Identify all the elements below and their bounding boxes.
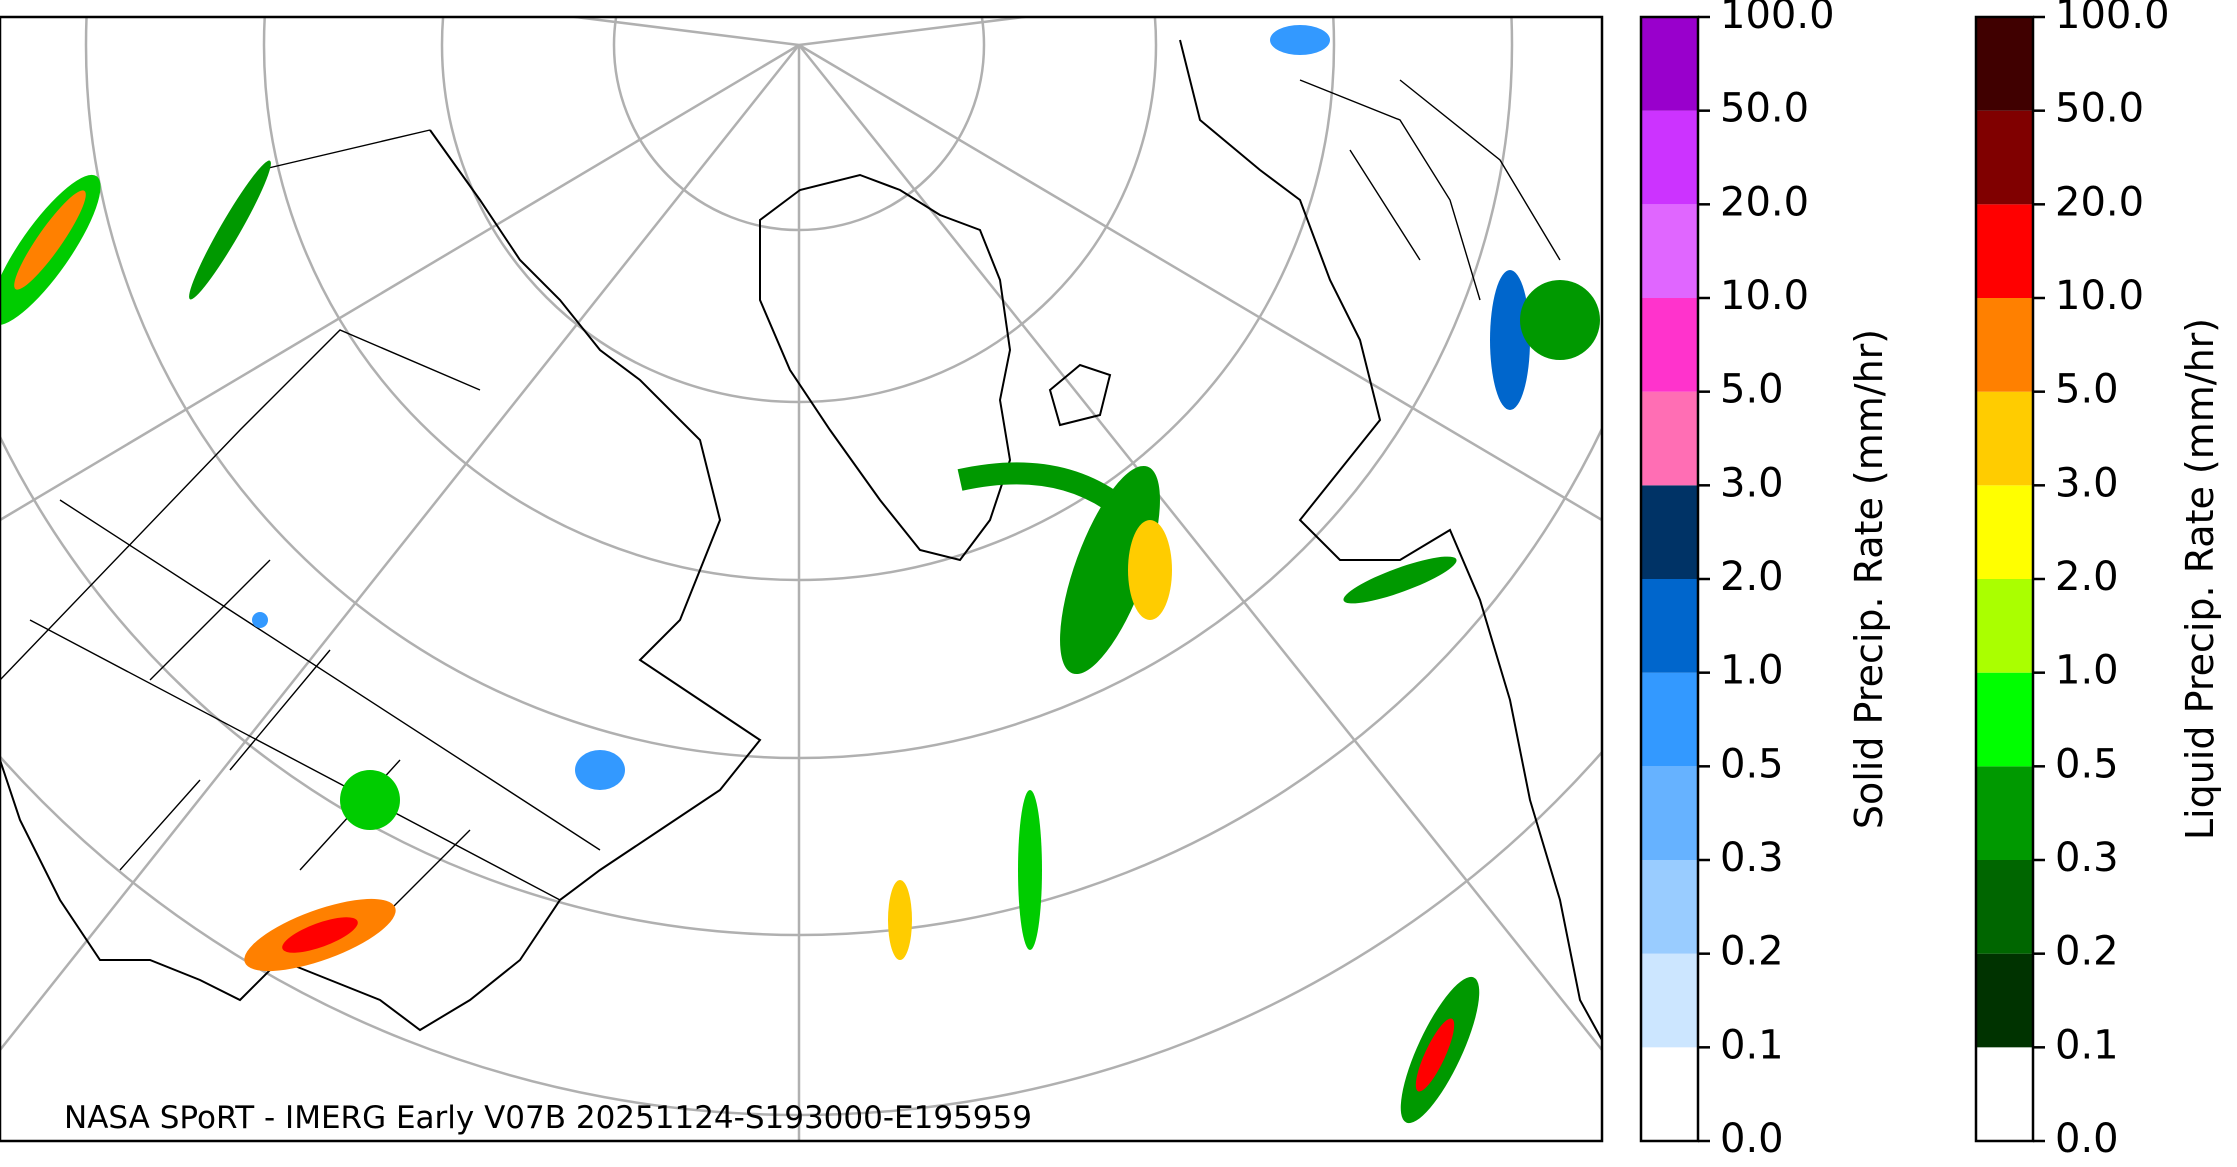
tick-label: 2.0 [2055, 554, 2119, 600]
color-segment [1641, 672, 1698, 767]
color-segment [1641, 17, 1698, 111]
color-segment [1976, 766, 2033, 860]
tick-label: 0.3 [2055, 835, 2119, 881]
tick-label: 1.0 [1720, 648, 1784, 694]
tick-label: 0.3 [1720, 835, 1784, 881]
graticule [0, 17, 1602, 1141]
precipitation [0, 25, 1600, 1124]
color-segment [1976, 672, 2033, 767]
tick-label: 20.0 [1720, 179, 1809, 225]
color-segment [1976, 579, 2033, 673]
colorbar-label: Liquid Precip. Rate (mm/hr) [2178, 318, 2222, 840]
tick-label: 3.0 [2055, 460, 2119, 506]
color-segment [1641, 766, 1698, 860]
tick-label: 100.0 [1720, 0, 1835, 38]
tick-label: 100.0 [2055, 0, 2170, 38]
map [0, 17, 1602, 1141]
colorbar-label: Solid Precip. Rate (mm/hr) [1847, 329, 1891, 829]
tick-label: 20.0 [2055, 179, 2144, 225]
color-segment [1641, 204, 1698, 298]
color-segment [1641, 953, 1698, 1048]
color-segment [1976, 204, 2033, 298]
tick-label: 0.5 [1720, 741, 1784, 787]
tick-label: 2.0 [1720, 554, 1784, 600]
tick-label: 0.5 [2055, 741, 2119, 787]
color-segment [1641, 579, 1698, 673]
color-segment [1976, 110, 2033, 205]
color-segment [1641, 860, 1698, 954]
tick-label: 50.0 [2055, 86, 2144, 132]
tick-label: 50.0 [1720, 86, 1809, 132]
tick-label: 0.2 [1720, 929, 1784, 975]
tick-label: 10.0 [1720, 273, 1809, 319]
color-segment [1641, 485, 1698, 579]
color-segment [1976, 391, 2033, 486]
tick-label: 0.0 [2055, 1116, 2119, 1162]
color-segment [1976, 953, 2033, 1048]
color-segment [1976, 485, 2033, 579]
tick-label: 0.1 [2055, 1022, 2119, 1068]
map-caption: NASA SPoRT - IMERG Early V07B 20251124-S… [64, 1100, 1032, 1136]
tick-label: 1.0 [2055, 648, 2119, 694]
tick-label: 10.0 [2055, 273, 2144, 319]
map-frame [0, 15, 1604, 1143]
color-segment [1641, 298, 1698, 392]
color-segment [1641, 391, 1698, 486]
color-segment [1641, 1047, 1698, 1141]
tick-label: 0.2 [2055, 929, 2119, 975]
color-segment [1976, 1047, 2033, 1141]
color-segment [1976, 17, 2033, 111]
tick-label: 5.0 [2055, 367, 2119, 413]
tick-label: 3.0 [1720, 460, 1784, 506]
tick-label: 0.1 [1720, 1022, 1784, 1068]
coastlines [0, 39, 1602, 1041]
tick-label: 0.0 [1720, 1116, 1784, 1162]
color-segment [1641, 110, 1698, 205]
color-segment [1976, 298, 2033, 392]
color-segment [1976, 860, 2033, 954]
tick-label: 5.0 [1720, 367, 1784, 413]
